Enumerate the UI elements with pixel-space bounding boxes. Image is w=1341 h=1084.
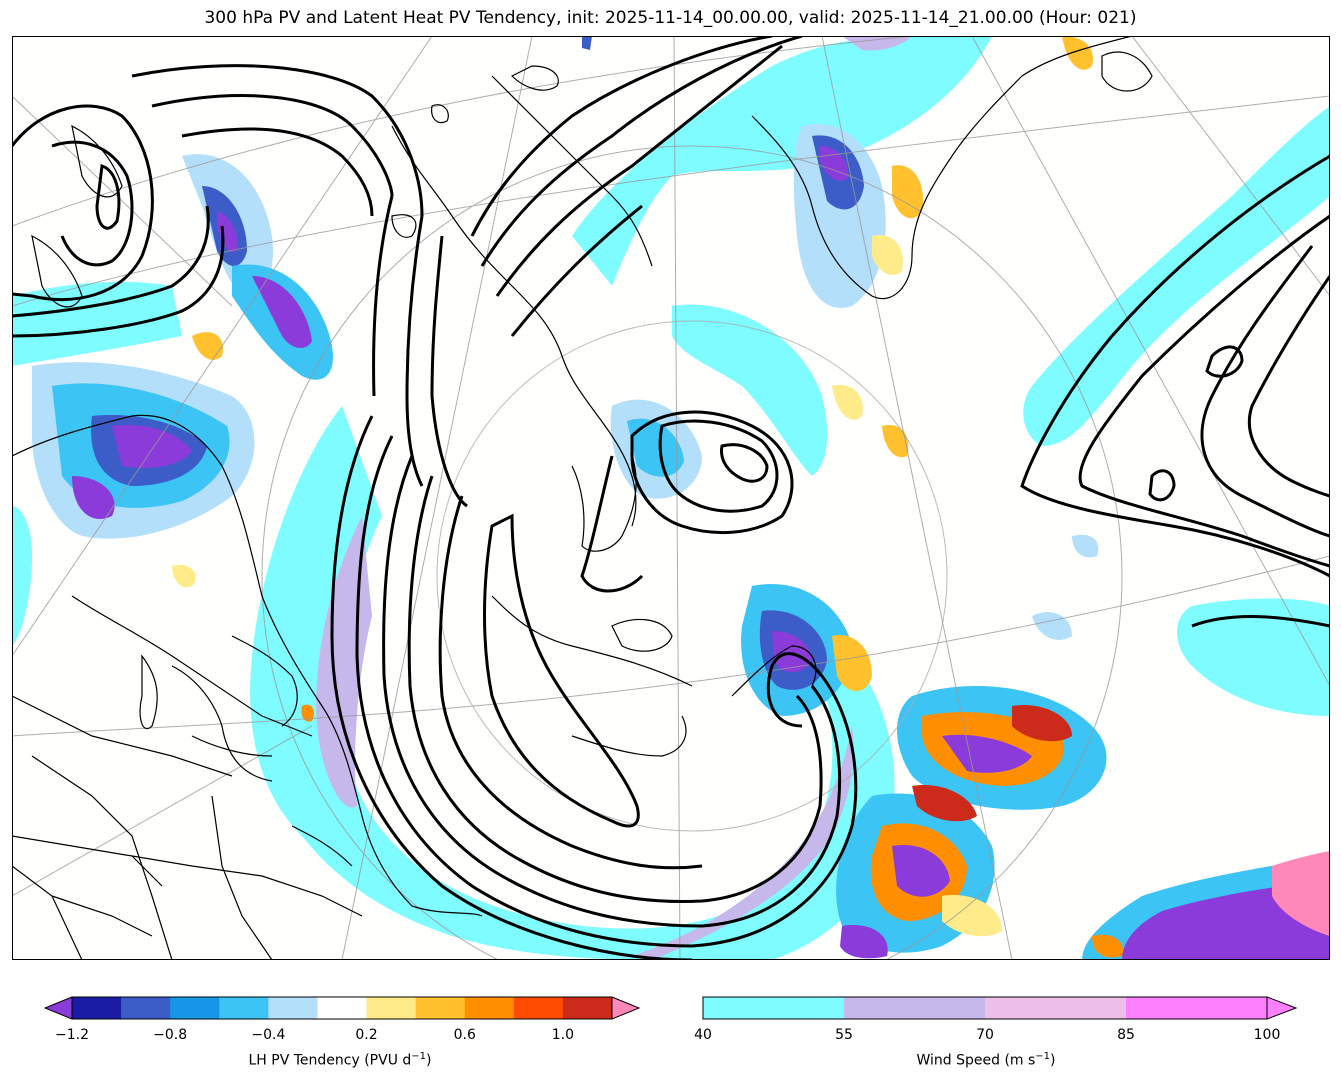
pv-contour-jet-north-1: [470, 36, 773, 237]
pv-contour-trough-outer: [330, 415, 693, 960]
wind-colorbar-segment: [703, 997, 845, 1019]
pv-contour-low-west-2: [51, 140, 134, 267]
lh-colorbar-segment: [170, 997, 220, 1019]
lh-colorbar-segment: [562, 997, 613, 1019]
pv-contour-jet-north-3: [495, 44, 783, 297]
pv-contour-cutoff-1: [630, 410, 794, 534]
pv-contour-cutoff-2: [658, 419, 779, 513]
pv-contour-trough-4: [407, 475, 823, 903]
wind-colorbar-tick-label: 85: [1117, 1027, 1135, 1043]
wind-colorbar-label: Wind Speed (m s−1): [916, 1051, 1056, 1069]
lh-colorbar-segment: [121, 997, 171, 1019]
pv-contour-trough-3: [382, 455, 842, 928]
wind-colorbar-segment: [1126, 997, 1268, 1019]
lh-colorbar-tick-label: 0.6: [453, 1027, 476, 1043]
lh-pv-tendency-shading: [32, 36, 1330, 960]
lh-colorbar-segment: [317, 997, 368, 1019]
lh-colorbar-segment: [464, 997, 515, 1019]
pv-contour-inner-2: [483, 513, 640, 828]
jet-core-south-55: [632, 726, 854, 960]
pv-contour-east-7: [1191, 615, 1330, 628]
lh-colorbar-label: LH PV Tendency (PVU d−1): [248, 1051, 432, 1069]
wind-colorbar-tick-label: 40: [694, 1027, 712, 1043]
wind-colorbar-segment: [844, 997, 986, 1019]
plot-title: 300 hPa PV and Latent Heat PV Tendency, …: [204, 8, 1137, 28]
lh-colorbar-tick-label: −0.8: [153, 1027, 188, 1043]
wind-colorbar-tick-label: 55: [835, 1027, 853, 1043]
pv-contour-ridge-2: [372, 195, 394, 397]
jet-core-west-40: [250, 406, 895, 960]
pv-contour-jet-north-2: [480, 36, 803, 267]
jet-central-40: [672, 304, 828, 476]
pv-contour-low-west-1: [12, 104, 154, 302]
lh-colorbar-tick-label: 0.2: [355, 1027, 378, 1043]
jet-north-55: [842, 36, 912, 51]
coastlines: [12, 36, 1153, 960]
jet-east2-40: [1177, 598, 1330, 716]
lh-colorbar-segment: [219, 997, 269, 1019]
pv-contour-east-6: [1148, 469, 1176, 502]
wind-speed-colorbar: [702, 996, 1298, 1020]
wind-colorbar-tick-label: 100: [1253, 1027, 1281, 1043]
lh-colorbar-segment: [415, 997, 466, 1019]
jet-west-40: [12, 281, 182, 366]
wind-colorbar-segment: [985, 997, 1127, 1019]
graticule: [12, 36, 1330, 960]
pv-contour-east-3: [1200, 245, 1330, 538]
pv-contour-ridge-3: [430, 235, 468, 508]
lh-colorbar-extend-low: [45, 997, 72, 1019]
pv-contour-low-west-3: [95, 163, 121, 230]
pv-contour-ridge-1: [405, 215, 424, 487]
pv-contour-jet-north-4: [510, 204, 643, 337]
map-panel: [12, 36, 1330, 960]
wind-colorbar-extend-high: [1267, 997, 1296, 1019]
lh-colorbar-segment: [72, 997, 122, 1019]
pv-contour-east-5: [1205, 345, 1244, 378]
pv-contour-trough-2: [355, 435, 858, 948]
pv-contour-east-1: [1020, 154, 1330, 578]
lh-colorbar-extend-high: [612, 997, 639, 1019]
pv-contour-cutoff-3: [720, 443, 769, 483]
lh-colorbar-tick-label: −0.4: [251, 1027, 286, 1043]
pv-contour-cutoff-4: [580, 455, 644, 593]
pv-contour-east-2: [1078, 214, 1330, 568]
pv-contour-east-4: [1247, 275, 1330, 498]
pv-contour-upper-1: [131, 64, 424, 217]
lh-pv-tendency-colorbar: [44, 996, 640, 1020]
jet-east-40: [1023, 106, 1330, 446]
lh-colorbar-segment: [513, 997, 564, 1019]
wind-colorbar-tick-label: 70: [976, 1027, 994, 1043]
pv-contours: [12, 36, 1330, 960]
lh-colorbar-segment: [366, 997, 417, 1019]
lh-colorbar-segment: [268, 997, 318, 1019]
pv-contour-upper-2: [151, 94, 394, 197]
pv-contour-low-west-5: [12, 225, 225, 338]
jet-west2-40: [12, 506, 32, 646]
pv-contour-low-west-4: [12, 205, 210, 318]
lh-colorbar-tick-label: 1.0: [551, 1027, 575, 1043]
lh-colorbar-tick-label: −1.2: [55, 1027, 89, 1043]
pv-contour-upper-3: [181, 127, 374, 217]
pv-contour-inner-1: [438, 495, 703, 870]
